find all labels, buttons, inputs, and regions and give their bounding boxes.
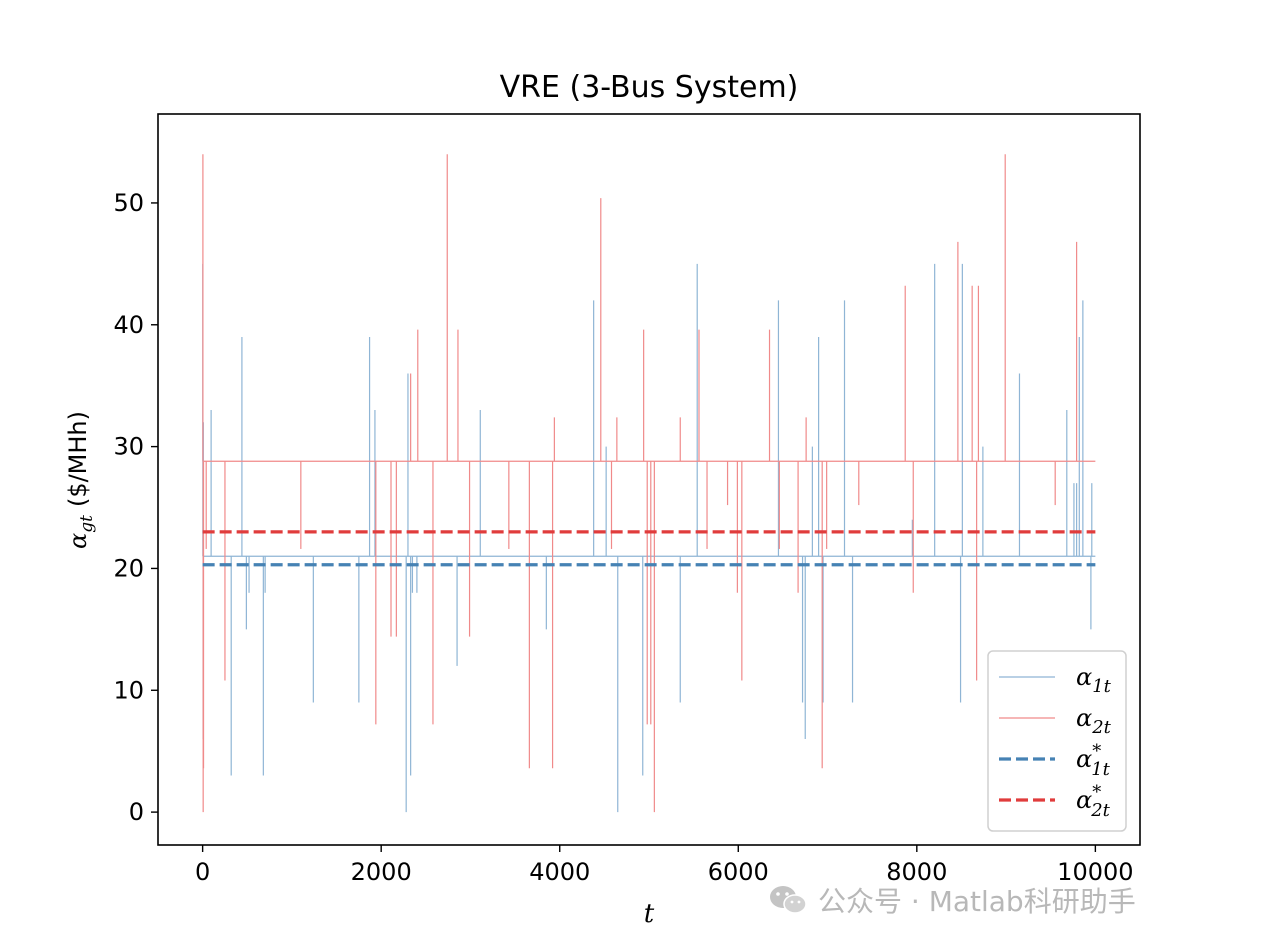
x-tick-label: 2000 bbox=[351, 858, 412, 886]
series-alpha-1t bbox=[202, 263, 1096, 813]
y-axis-label: αgt ($/MHh) bbox=[64, 411, 97, 549]
x-tick-label: 10000 bbox=[1057, 858, 1133, 886]
legend-label-2t-star: α* 2t bbox=[1076, 782, 1111, 821]
y-tick-label: 20 bbox=[113, 554, 144, 582]
x-axis-label: t bbox=[644, 899, 655, 929]
chart-title: VRE (3-Bus System) bbox=[500, 70, 799, 105]
x-tick-label: 0 bbox=[195, 858, 210, 886]
plot-area bbox=[202, 154, 1096, 813]
y-tick-label: 40 bbox=[113, 311, 144, 339]
svg-text:αgt($/MHh): αgt ($/MHh) bbox=[64, 411, 97, 549]
watermark-text: 公众号 · Matlab科研助手 bbox=[818, 885, 1136, 918]
y-tick-label: 10 bbox=[113, 676, 144, 704]
y-axis-label-symbol: α bbox=[64, 533, 92, 549]
y-tick-label: 0 bbox=[129, 798, 144, 826]
wechat-icon bbox=[770, 886, 807, 914]
legend-label-1t-star: α* 1t bbox=[1076, 741, 1111, 780]
y-tick-label: 30 bbox=[113, 433, 144, 461]
legend-label-1t: α1t bbox=[1076, 663, 1112, 697]
y-tick-label: 50 bbox=[113, 189, 144, 217]
watermark: 公众号 · Matlab科研助手 bbox=[768, 880, 1136, 920]
x-tick-label: 8000 bbox=[886, 858, 947, 886]
y-axis: 0 10 20 30 40 50 bbox=[113, 189, 158, 826]
series-alpha-2t bbox=[202, 154, 1096, 813]
legend-box bbox=[987, 650, 1127, 832]
plot-frame bbox=[157, 113, 1141, 846]
y-axis-label-subscript: gt bbox=[77, 515, 97, 533]
legend-label-2t: α2t bbox=[1076, 704, 1112, 738]
x-axis: 0 2000 4000 6000 8000 10000 bbox=[195, 845, 1134, 886]
x-tick-label: 4000 bbox=[529, 858, 590, 886]
y-axis-label-units: ($/MHh) bbox=[64, 411, 92, 507]
x-tick-label: 6000 bbox=[708, 858, 769, 886]
